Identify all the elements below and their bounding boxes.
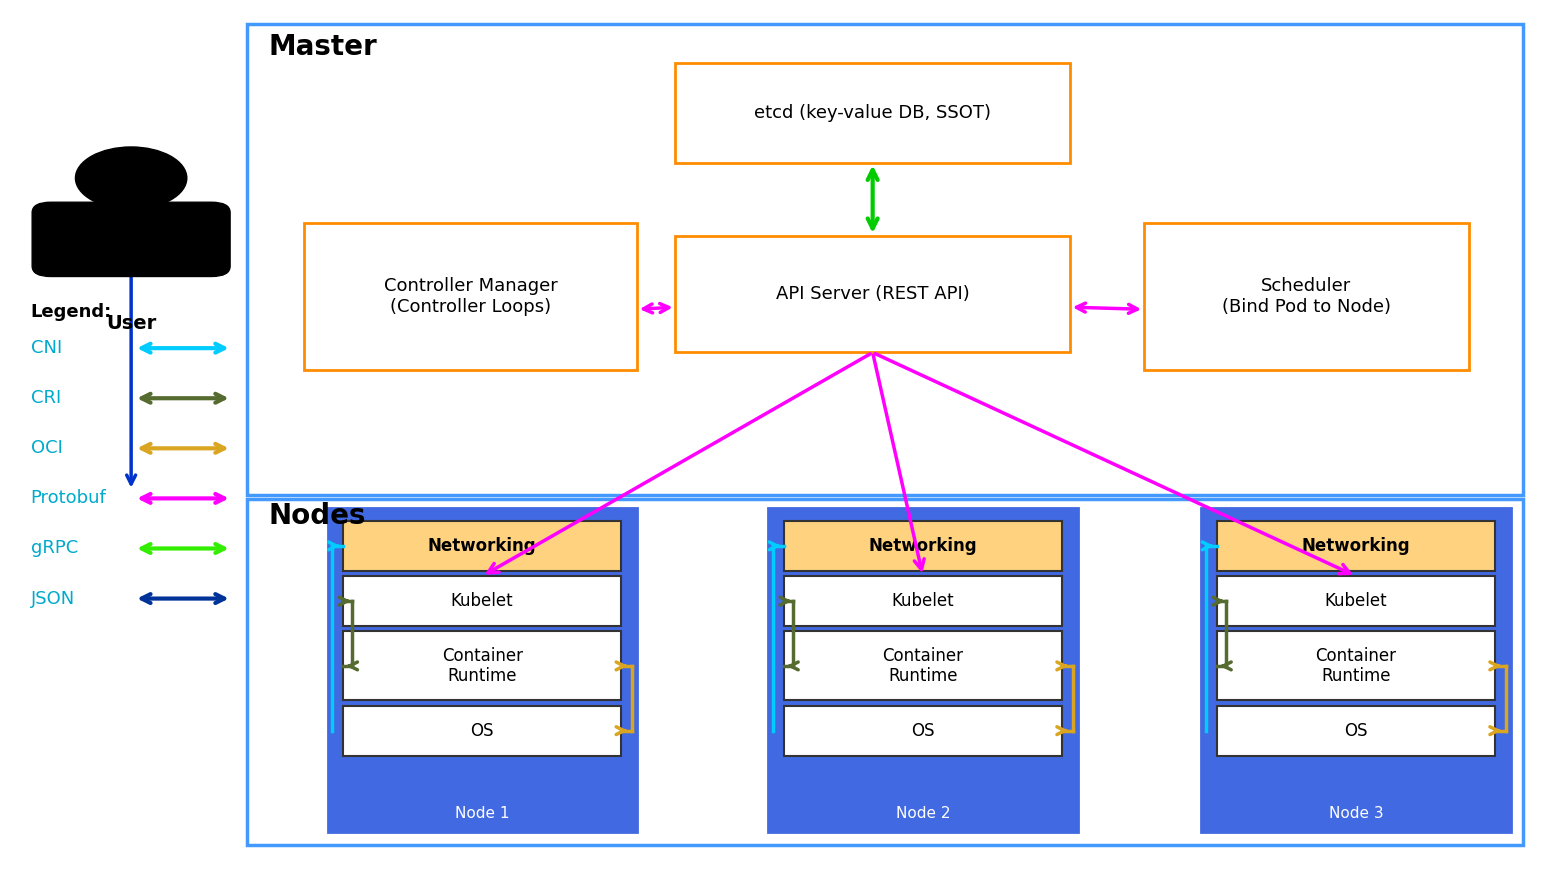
FancyBboxPatch shape [33, 202, 230, 276]
FancyBboxPatch shape [343, 521, 621, 571]
Text: OCI: OCI [31, 440, 62, 457]
FancyBboxPatch shape [1217, 632, 1495, 700]
Text: Legend:: Legend: [31, 302, 112, 321]
Text: Container
Runtime: Container Runtime [442, 647, 523, 686]
FancyBboxPatch shape [247, 500, 1523, 845]
Text: Networking: Networking [869, 537, 978, 555]
Text: Nodes: Nodes [268, 502, 366, 530]
Text: Controller Manager
(Controller Loops): Controller Manager (Controller Loops) [383, 277, 557, 315]
Text: etcd (key-value DB, SSOT): etcd (key-value DB, SSOT) [754, 104, 992, 122]
Text: API Server (REST API): API Server (REST API) [776, 285, 970, 303]
FancyBboxPatch shape [784, 521, 1062, 571]
Text: Networking: Networking [1302, 537, 1411, 555]
Text: Container
Runtime: Container Runtime [883, 647, 964, 686]
FancyBboxPatch shape [1144, 223, 1468, 369]
Text: Scheduler
(Bind Pod to Node): Scheduler (Bind Pod to Node) [1221, 277, 1391, 315]
Text: Node 3: Node 3 [1329, 806, 1383, 821]
Text: OS: OS [1344, 721, 1367, 740]
Text: Master: Master [268, 33, 377, 61]
FancyBboxPatch shape [675, 63, 1069, 163]
FancyBboxPatch shape [675, 235, 1069, 353]
FancyBboxPatch shape [1217, 576, 1495, 627]
FancyBboxPatch shape [343, 706, 621, 756]
Text: Protobuf: Protobuf [31, 489, 107, 507]
Circle shape [76, 147, 186, 209]
FancyBboxPatch shape [304, 223, 636, 369]
FancyBboxPatch shape [1201, 507, 1510, 832]
Text: Node 1: Node 1 [455, 806, 509, 821]
FancyBboxPatch shape [1217, 521, 1495, 571]
Text: CRI: CRI [31, 389, 61, 408]
FancyBboxPatch shape [1217, 706, 1495, 756]
FancyBboxPatch shape [784, 576, 1062, 627]
Text: Networking: Networking [428, 537, 537, 555]
Text: JSON: JSON [31, 589, 74, 607]
FancyBboxPatch shape [768, 507, 1077, 832]
Text: CNI: CNI [31, 339, 62, 357]
FancyBboxPatch shape [784, 632, 1062, 700]
FancyBboxPatch shape [343, 632, 621, 700]
Text: Container
Runtime: Container Runtime [1316, 647, 1397, 686]
Text: User: User [106, 314, 157, 333]
Text: OS: OS [470, 721, 494, 740]
Text: OS: OS [911, 721, 934, 740]
Text: Kubelet: Kubelet [891, 592, 954, 610]
FancyBboxPatch shape [343, 576, 621, 627]
Text: gRPC: gRPC [31, 540, 78, 558]
Text: Kubelet: Kubelet [452, 592, 514, 610]
FancyBboxPatch shape [784, 706, 1062, 756]
Text: Kubelet: Kubelet [1324, 592, 1387, 610]
FancyBboxPatch shape [327, 507, 636, 832]
FancyBboxPatch shape [247, 24, 1523, 495]
Text: Node 2: Node 2 [896, 806, 950, 821]
